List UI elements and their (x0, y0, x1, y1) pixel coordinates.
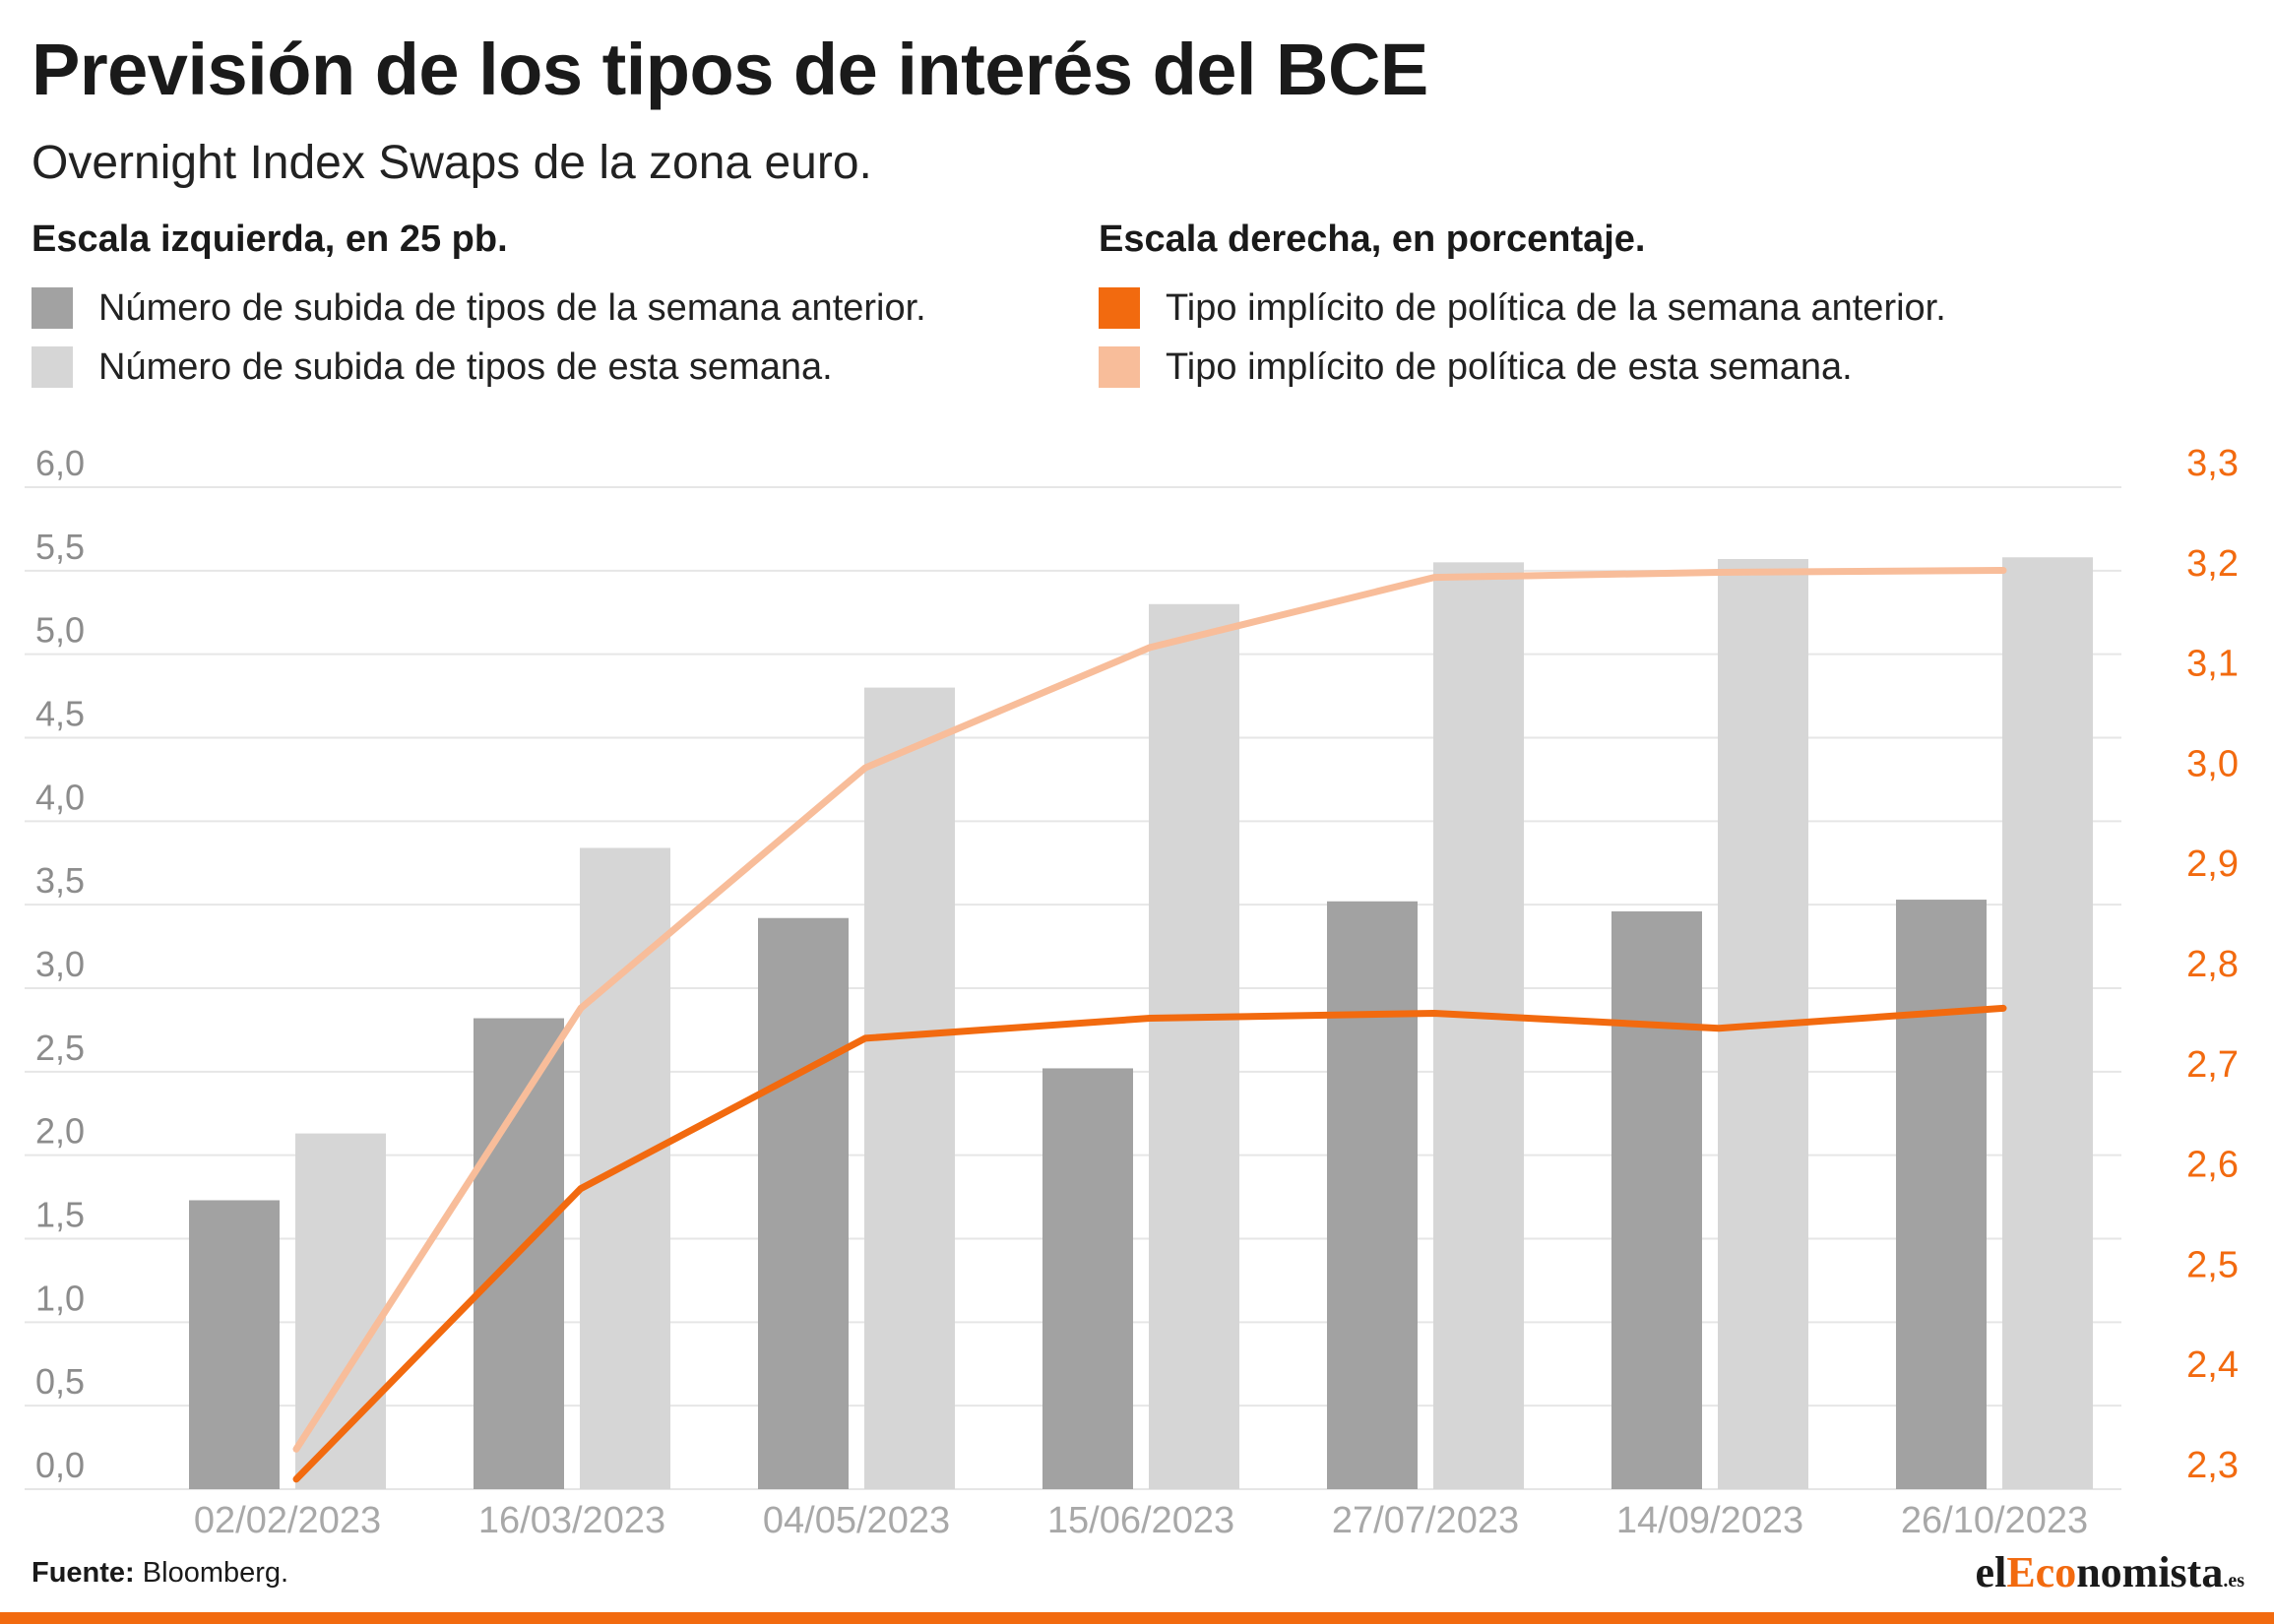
brand-tld: .es (2223, 1570, 2244, 1592)
legend-swatch-orange (1099, 287, 1140, 329)
combo-chart: 0,0 0,5 1,0 1,5 2,0 2,5 3,0 3,5 4,0 4,5 5,0 5,5 6,0 2… (25, 443, 2239, 1541)
legend-item-line-previous-week: Tipo implícito de política de la semana … (1099, 279, 1946, 338)
y-right-tick-label: 2,5 (2186, 1244, 2239, 1285)
y-left-tick-label: 2,0 (35, 1111, 85, 1152)
y-right-tick-label: 2,9 (2186, 843, 2239, 885)
legend-item-line-this-week: Tipo implícito de política de esta seman… (1099, 338, 1946, 397)
bar-previous-week (758, 917, 849, 1489)
bar-previous-week (1896, 900, 1987, 1489)
y-left-tick-label: 6,0 (35, 443, 85, 483)
brand-prefix: el (1975, 1548, 2007, 1596)
y-left-tick-label: 0,0 (35, 1445, 85, 1485)
bar-previous-week (189, 1200, 280, 1489)
legend-item-bars-this-week: Número de subida de tipos de esta semana… (32, 338, 926, 397)
x-tick-label: 27/07/2023 (1332, 1500, 1519, 1541)
y-right-tick-label: 3,3 (2186, 443, 2239, 484)
bar-previous-week (1327, 901, 1418, 1489)
brand-logo: elEconomista.es (1976, 1547, 2244, 1597)
y-left-tick-label: 5,0 (35, 610, 85, 651)
brand-suffix: nomista (2076, 1548, 2224, 1596)
y-left-tick-label: 4,0 (35, 777, 85, 817)
y-right-tick-label: 2,3 (2186, 1445, 2239, 1486)
x-tick-label: 04/05/2023 (763, 1500, 950, 1541)
source-text: Bloomberg. (142, 1557, 289, 1589)
source-note: Fuente: Bloomberg. (32, 1557, 288, 1590)
y-right-tick-label: 2,4 (2186, 1344, 2239, 1386)
x-tick-label: 14/09/2023 (1616, 1500, 1803, 1541)
chart-title: Previsión de los tipos de interés del BC… (32, 29, 1428, 110)
y-left-tick-label: 3,0 (35, 944, 85, 984)
legend-label: Tipo implícito de política de la semana … (1166, 286, 1946, 329)
legend-label: Número de subida de tipos de la semana a… (98, 286, 926, 329)
y-left-tick-label: 1,5 (35, 1195, 85, 1235)
legend-swatch-dark-gray (32, 287, 73, 329)
legend-swatch-light-gray (32, 346, 73, 388)
x-tick-label: 26/10/2023 (1901, 1500, 2088, 1541)
legend-label: Tipo implícito de política de esta seman… (1166, 345, 1853, 388)
y-right-tick-label: 3,2 (2186, 543, 2239, 585)
source-label: Fuente: (32, 1557, 135, 1589)
y-left-tick-label: 1,0 (35, 1278, 85, 1318)
legend-left-heading: Escala izquierda, en 25 pb. (32, 219, 508, 260)
bar-this-week (2002, 557, 2093, 1489)
bar-this-week (864, 687, 955, 1489)
chart-subtitle: Overnight Index Swaps de la zona euro. (32, 137, 872, 189)
line-series-this-week (292, 566, 2007, 1453)
y-right-tick-label: 2,8 (2186, 944, 2239, 985)
bottom-accent-bar (0, 1612, 2274, 1624)
legend-right-scale: Escala derecha, en porcentaje. Tipo impl… (1099, 219, 1946, 397)
x-tick-label: 02/02/2023 (194, 1500, 381, 1541)
y-left-tick-label: 3,5 (35, 860, 85, 901)
y-left-tick-label: 5,5 (35, 527, 85, 567)
legend-left-scale: Escala izquierda, en 25 pb. Número de su… (32, 219, 926, 397)
x-tick-label: 15/06/2023 (1047, 1500, 1234, 1541)
legend-item-bars-previous-week: Número de subida de tipos de la semana a… (32, 279, 926, 338)
bar-previous-week (1042, 1068, 1133, 1489)
brand-highlight: Eco (2006, 1548, 2077, 1596)
bar-this-week (1433, 562, 1524, 1489)
y-right-tick-label: 3,0 (2186, 743, 2239, 784)
bar-previous-week (1611, 910, 1702, 1489)
y-left-tick-label: 2,5 (35, 1028, 85, 1068)
legend-swatch-light-orange (1099, 346, 1140, 388)
y-right-tick-label: 3,1 (2186, 644, 2239, 685)
y-right-tick-label: 2,6 (2186, 1145, 2239, 1186)
legend-label: Número de subida de tipos de esta semana… (98, 345, 833, 388)
line-series-previous-week (292, 1004, 2007, 1483)
y-left-tick-label: 4,5 (35, 694, 85, 734)
x-tick-label: 16/03/2023 (478, 1500, 665, 1541)
legend-right-heading: Escala derecha, en porcentaje. (1099, 219, 1646, 260)
y-left-tick-label: 0,5 (35, 1361, 85, 1402)
y-right-tick-label: 2,7 (2186, 1044, 2239, 1086)
bar-this-week (1149, 603, 1239, 1489)
